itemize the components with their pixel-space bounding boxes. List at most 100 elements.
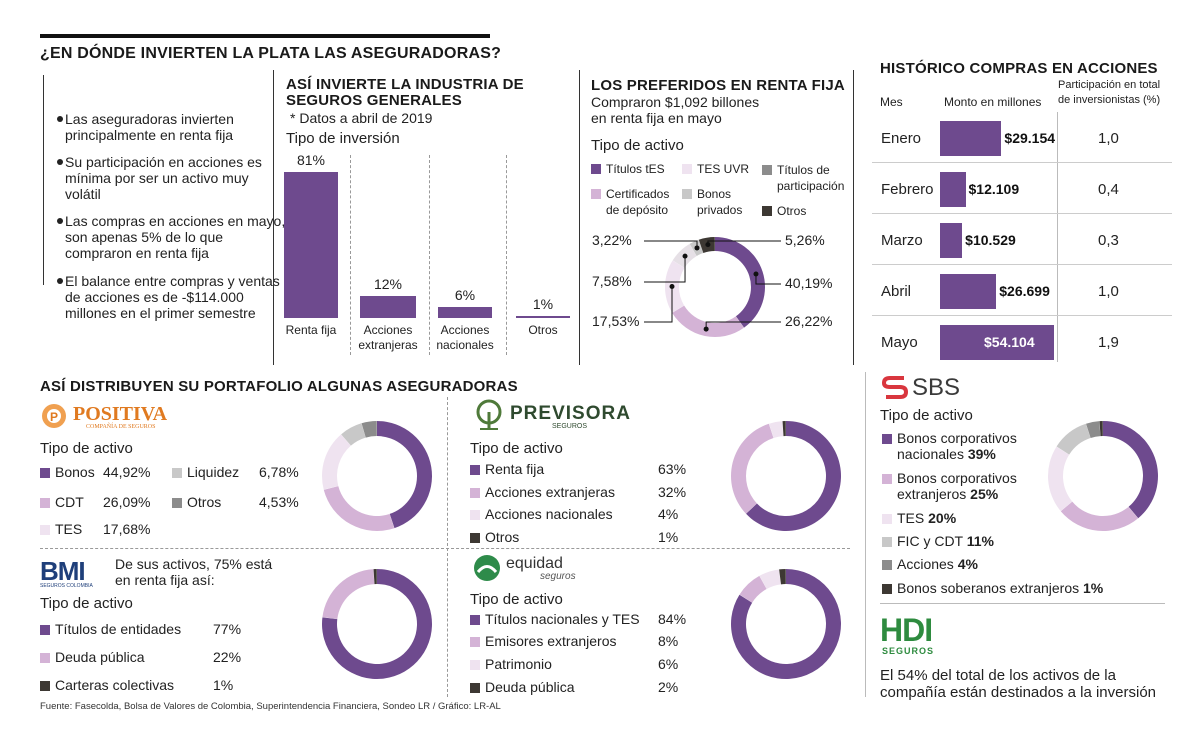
callout-line xyxy=(705,321,781,330)
callout-line xyxy=(644,256,686,283)
portfolio-title: ASÍ DISTRIBUYEN SU PORTAFOLIO ALGUNAS AS… xyxy=(40,378,518,395)
bar-divider xyxy=(506,155,507,355)
legend-item: Carteras colectivas 1% xyxy=(40,677,233,693)
legend-item: Bonos soberanos extranjeros 1% xyxy=(882,580,1103,596)
donut-slice xyxy=(1103,421,1158,519)
legend-item: Renta fija 63% xyxy=(470,461,686,477)
bullet-item: Las aseguradoras invierten principalment… xyxy=(57,111,287,143)
callout-line xyxy=(707,240,781,245)
history-row-separator xyxy=(872,213,1172,214)
previsora-legend-title: Tipo de activo xyxy=(470,440,563,457)
callout-dot xyxy=(669,284,675,290)
source-note: Fuente: Fasecolda, Bolsa de Valores de C… xyxy=(40,701,501,712)
bmi-donut-chart xyxy=(322,569,432,679)
donut-slice xyxy=(769,421,784,438)
history-col-share: Participación en total de inversionistas… xyxy=(1058,79,1161,106)
bmi-note: De sus activos, 75% está en renta fija a… xyxy=(115,556,273,588)
donut-slice xyxy=(672,305,744,337)
legend-item: Otros xyxy=(762,204,806,218)
donut-slice xyxy=(341,423,366,446)
legend-item: Bonos 44,92% xyxy=(40,464,150,480)
bar-value-label: 6% xyxy=(454,287,476,304)
legend-item: Acciones extranjeras 32% xyxy=(470,484,686,500)
donut-slice xyxy=(373,569,377,585)
bar-divider xyxy=(350,155,351,355)
bmi-logo: BMI SEGUROS COLOMBIA xyxy=(40,556,93,589)
donut-slice xyxy=(782,421,786,437)
history-share: 1,0 xyxy=(1098,283,1119,300)
bar xyxy=(284,172,338,318)
callout-dot xyxy=(753,271,759,277)
slice-value-label: 40,19% xyxy=(785,275,832,291)
bullet-item: Su participación en acciones es mínima p… xyxy=(57,154,287,202)
main-title: ¿EN DÓNDE INVIERTEN LA PLATA LAS ASEGURA… xyxy=(40,45,502,62)
legend-item: Acciones nacionales 4% xyxy=(470,506,678,522)
legend-item: TES UVR xyxy=(682,162,749,176)
tree-icon xyxy=(476,399,502,430)
section-divider xyxy=(853,70,854,365)
history-month: Febrero xyxy=(881,181,934,198)
bar-category-label: Otros xyxy=(528,323,558,337)
bar xyxy=(516,316,570,319)
legend-item: Certificados de depósito xyxy=(591,186,669,218)
hdi-note: El 54% del total de los activos de la co… xyxy=(880,667,1157,701)
legend-item: TES 17,68% xyxy=(40,521,150,537)
legend-item: Bonos corporativos nacionales 39% xyxy=(882,430,1017,462)
donut-slice xyxy=(665,260,685,313)
history-month: Abril xyxy=(881,283,912,300)
bmi-legend-title: Tipo de activo xyxy=(40,595,133,612)
bullet-item: Las compras en acciones en mayo, son ape… xyxy=(57,213,287,261)
donut-slice xyxy=(715,237,765,328)
donut-slice xyxy=(1060,501,1139,531)
section-divider xyxy=(865,372,866,697)
legend-item: Títulos tES xyxy=(591,162,665,176)
section-divider xyxy=(579,70,580,365)
positiva-donut-chart xyxy=(322,421,432,531)
history-bar xyxy=(940,325,1054,360)
callout-line xyxy=(755,273,781,285)
donut-slice xyxy=(322,569,375,619)
history-row-separator xyxy=(872,162,1172,163)
donut-slice xyxy=(739,575,767,603)
legend-item: Títulos nacionales y TES 84% xyxy=(470,611,686,627)
legend-item: Otros 1% xyxy=(470,529,678,545)
history-share: 0,3 xyxy=(1098,232,1119,249)
history-bar xyxy=(940,172,966,207)
history-month: Enero xyxy=(881,130,922,147)
slice-value-label: 3,22% xyxy=(592,232,632,248)
history-value: $12.109 xyxy=(968,181,1020,197)
history-value: $29.154 xyxy=(1004,130,1056,146)
donut-slice xyxy=(1048,446,1073,512)
legend-item: Títulos de entidades 77% xyxy=(40,621,241,637)
history-value: $54.104 xyxy=(984,334,1035,350)
slice-value-label: 26,22% xyxy=(785,313,832,329)
fixed-income-title: LOS PREFERIDOS EN RENTA FIJA xyxy=(591,77,845,94)
history-share: 1,0 xyxy=(1098,130,1119,147)
history-row-separator xyxy=(872,315,1172,316)
history-value: $10.529 xyxy=(965,232,1016,248)
history-share: 1,9 xyxy=(1098,334,1119,351)
donut-slice xyxy=(731,423,774,514)
equidad-leaf-icon xyxy=(474,555,500,581)
donut-slice xyxy=(1086,421,1101,438)
sbs-donut-chart xyxy=(1048,421,1158,531)
bar xyxy=(438,307,492,318)
bar-category-label: Acciones nacionales xyxy=(436,323,494,352)
donut-slice xyxy=(377,421,432,529)
donut-slice xyxy=(323,486,395,531)
legend-item: Bonos privados xyxy=(682,186,742,218)
bar-value-label: 81% xyxy=(296,152,326,168)
legend-item: CDT 26,09% xyxy=(40,494,150,510)
legend-item: FIC y CDT 11% xyxy=(882,533,994,549)
history-col-amount: Monto en millones xyxy=(944,95,1042,109)
industry-axis-label: Tipo de inversión xyxy=(286,130,400,147)
positiva-logo: P POSITIVA COMPAÑÍA DE SEGUROS xyxy=(40,401,200,435)
slice-value-label: 17,53% xyxy=(592,313,639,329)
callout-line xyxy=(644,286,673,323)
bar-category-label: Renta fija xyxy=(285,323,337,337)
bar-category-label: Acciones extranjeras xyxy=(358,323,418,352)
sbs-icon xyxy=(881,376,909,399)
donut-slice xyxy=(322,434,351,490)
previsora-logo: PREVISORA SEGUROS xyxy=(472,399,662,433)
fixed-income-legend-title: Tipo de activo xyxy=(591,137,684,154)
